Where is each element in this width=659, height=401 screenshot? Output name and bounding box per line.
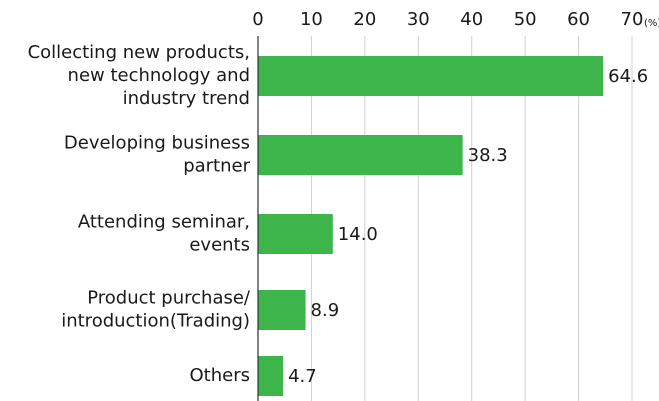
- bar: [258, 356, 284, 396]
- value-label: 14.0: [338, 224, 378, 245]
- x-tick-label: 50: [514, 9, 537, 30]
- x-tick-label: 20: [353, 9, 376, 30]
- x-tick-label: 30: [407, 9, 430, 30]
- y-tick-label: events: [189, 235, 250, 256]
- bar: [258, 214, 333, 254]
- y-tick-label: introduction(Trading): [61, 311, 250, 332]
- y-tick-label: Attending seminar,: [78, 212, 250, 233]
- value-label: 64.6: [608, 66, 648, 87]
- x-tick-label: 10: [300, 9, 323, 30]
- value-label: 4.7: [288, 366, 317, 387]
- x-tick-label: 40: [460, 9, 483, 30]
- y-tick-label: partner: [183, 156, 250, 177]
- value-label: 38.3: [468, 145, 508, 166]
- y-tick-label: Collecting new products,: [28, 42, 250, 63]
- y-tick-label: new technology and: [68, 65, 250, 86]
- bar: [258, 135, 463, 175]
- y-tick-label: Product purchase/: [87, 288, 251, 309]
- x-unit: (%): [644, 18, 659, 29]
- bar: [258, 290, 306, 330]
- bar: [258, 56, 604, 96]
- x-tick-label: 60: [567, 9, 590, 30]
- x-tick-label: 70: [621, 9, 644, 30]
- y-tick-label: Developing business: [64, 133, 250, 154]
- value-label: 8.9: [311, 300, 340, 321]
- y-tick-label: Others: [190, 365, 251, 386]
- x-tick-label: 0: [252, 9, 263, 30]
- y-tick-label: industry trend: [123, 88, 250, 109]
